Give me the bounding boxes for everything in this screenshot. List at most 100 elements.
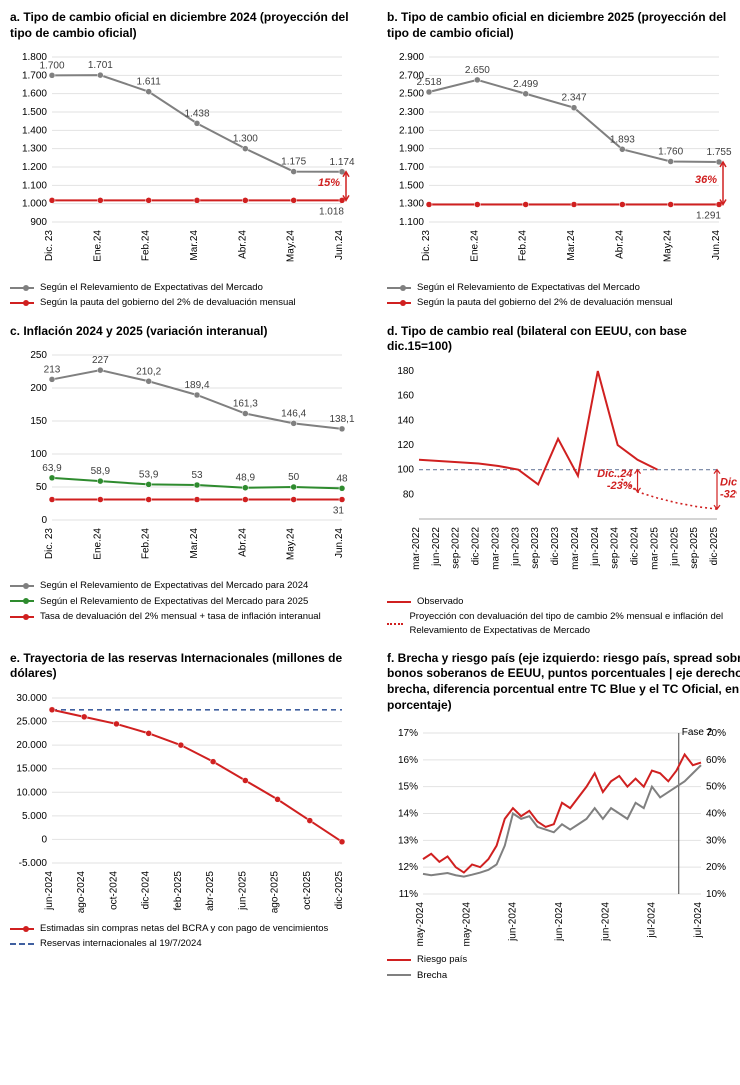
legend-label: Proyección con devaluación del tipo de c… [409,610,740,637]
y-tick: 20.000 [16,740,47,751]
y-tick: 0 [41,515,47,526]
y-tick: 160 [397,391,414,402]
x-tick: Mar.24 [189,230,200,261]
y-tick-left: 14% [398,809,418,820]
point-label: 50 [288,472,300,483]
legend: Según el Relevamiento de Expectativas de… [10,579,373,623]
y-tick: 2.500 [399,89,424,100]
y-tick: 1.100 [399,217,424,228]
y-tick-left: 11% [399,889,418,900]
legend-label: Estimadas sin compras netas del BCRA y c… [40,922,328,935]
point-label: 58,9 [91,467,111,478]
chart: 80100120140160180mar-2022jun-2022sep-202… [387,361,737,591]
y-tick-right: 20% [706,862,726,873]
y-tick-left: 13% [398,836,418,847]
x-tick: Feb.24 [141,230,152,262]
legend-label: Reservas internacionales al 19/7/2024 [40,937,202,950]
x-tick: Dic. 23 [44,528,55,560]
x-tick: May.24 [286,528,297,560]
x-tick: may-2024 [415,902,426,947]
chart: 050100150200250Dic. 23Ene.24Feb.24Mar.24… [10,345,360,575]
y-tick: 1.300 [399,199,424,210]
legend-item: Tasa de devaluación del 2% mensual + tas… [10,610,373,623]
legend-label: Según el Relevamiento de Expectativas de… [417,281,640,294]
point-label: 1.701 [88,60,113,71]
annotation: 15% [318,177,340,189]
legend-label: Según el Relevamiento de Expectativas de… [40,595,308,608]
x-tick: Abr.24 [614,230,625,259]
point-label: 161,3 [233,399,258,410]
point-label: 1.174 [329,157,354,168]
panel-title: c. Inflación 2024 y 2025 (variación inte… [10,324,373,340]
legend-item: Riesgo país [387,953,740,966]
x-tick: dic-2025 [334,871,345,910]
panel-f: f. Brecha y riesgo país (eje izquierdo: … [387,651,740,984]
point-label: 63,9 [42,463,62,474]
y-tick: 1.500 [399,181,424,192]
x-tick: Jun.24 [711,230,722,260]
panel-title: e. Trayectoria de las reservas Internaci… [10,651,373,682]
x-tick: jun-2023 [510,527,521,567]
point-label: 1.893 [610,134,635,145]
y-tick: 25.000 [16,717,47,728]
x-tick: Jun.24 [334,528,345,558]
phase-label: Fase 2 [682,727,713,738]
legend-item: Según el Relevamiento de Expectativas de… [10,595,373,608]
x-tick: sep-2024 [610,527,621,569]
x-tick: mar-2023 [490,527,501,570]
point-label: 1.755 [706,147,731,158]
y-tick: 150 [30,416,47,427]
y-tick: 1.700 [22,71,47,82]
point-label: 2.650 [465,65,490,76]
y-tick: 1.700 [399,162,424,173]
legend-label: Observado [417,595,463,608]
annotation: Dic. 24 [597,468,632,480]
x-tick: sep-2022 [451,527,462,569]
y-tick: 10.000 [16,787,47,798]
x-tick: jun-2022 [431,527,442,567]
y-tick: 100 [30,449,47,460]
y-tick: 2.100 [399,126,424,137]
x-tick: Mar.24 [566,230,577,261]
y-tick-right: 10% [706,889,726,900]
y-tick: 250 [30,350,47,361]
x-tick: May.24 [663,230,674,262]
x-tick: Ene.24 [92,528,103,560]
legend-item: Según la pauta del gobierno del 2% de de… [10,296,373,309]
y-tick-right: 50% [706,782,726,793]
y-tick: 1.400 [22,126,47,137]
point-label: 2.499 [513,79,538,90]
legend-label: Según el Relevamiento de Expectativas de… [40,281,263,294]
y-tick: 120 [397,440,414,451]
point-label: 227 [92,356,109,367]
y-tick: 50 [36,482,48,493]
annotation: -23% [607,480,633,492]
x-tick: Abr.24 [237,528,248,557]
point-label: 189,4 [184,380,209,391]
x-tick: mar-2024 [570,527,581,570]
point-label: 2.347 [561,93,586,104]
panel-title: b. Tipo de cambio oficial en diciembre 2… [387,10,740,41]
legend-label: Brecha [417,969,447,982]
panel-a: a. Tipo de cambio oficial en diciembre 2… [10,10,373,312]
legend-item: Según el Relevamiento de Expectativas de… [387,281,740,294]
x-tick: jul-2024 [647,902,658,939]
x-tick: jun-2025 [669,527,680,567]
point-label: 53,9 [139,470,159,481]
x-tick: Abr.24 [237,230,248,259]
x-tick: May.24 [286,230,297,262]
panel-title: f. Brecha y riesgo país (eje izquierdo: … [387,651,740,713]
point-label: 48 [336,474,348,485]
chart: 9001.0001.1001.2001.3001.4001.5001.6001.… [10,47,360,277]
chart: 1.1001.3001.5001.7001.9002.1002.3002.500… [387,47,737,277]
y-tick: 5.000 [22,811,47,822]
legend-label: Según la pauta del gobierno del 2% de de… [40,296,296,309]
chart: -5.00005.00010.00015.00020.00025.00030.0… [10,688,360,918]
x-tick: dic-2024 [630,527,641,566]
y-tick-left: 16% [398,755,418,766]
legend-item: Estimadas sin compras netas del BCRA y c… [10,922,373,935]
x-tick: jun-2025 [237,871,248,911]
panel-title: a. Tipo de cambio oficial en diciembre 2… [10,10,373,41]
x-tick: mar-2022 [411,527,422,570]
x-tick: jul-2024 [693,902,704,939]
